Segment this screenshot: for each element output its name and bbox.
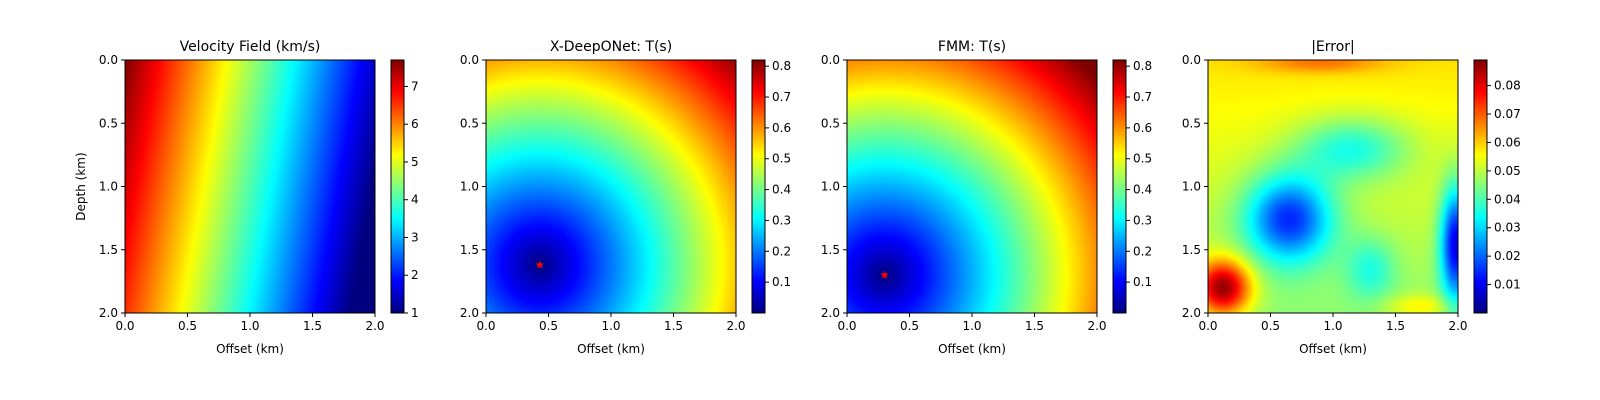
x-axis-label: Offset (km) bbox=[1299, 342, 1367, 356]
colorbar-tick-label: 0.3 bbox=[1133, 213, 1152, 227]
x-tick-label: 1.5 bbox=[303, 319, 322, 333]
colorbar bbox=[1473, 59, 1488, 314]
x-tick-label: 1.0 bbox=[240, 319, 259, 333]
colorbar-tick-label: 0.7 bbox=[1133, 90, 1152, 104]
heatmap-image bbox=[486, 60, 736, 313]
panel-3: FMM: T(s)0.0 0.5 1.0 1.5 2.00.00.51.01.52.0O… bbox=[821, 39, 1152, 356]
colorbar-tick-label: 0.01 bbox=[1494, 278, 1521, 292]
x-tick-label: 1.0 bbox=[601, 319, 620, 333]
x-tick-label: 2.0 bbox=[1448, 319, 1467, 333]
x-axis-label: Offset (km) bbox=[938, 342, 1006, 356]
x-axis-label: Offset (km) bbox=[216, 342, 284, 356]
x-tick-label: 1.5 bbox=[1386, 319, 1405, 333]
colorbar-tick-label: 4 bbox=[411, 193, 419, 207]
heatmap-image bbox=[125, 60, 375, 313]
y-tick-label: 2.0 bbox=[460, 306, 479, 320]
y-tick-label: 0.5 bbox=[460, 116, 479, 130]
x-tick-label: 0.0 bbox=[115, 319, 134, 333]
colorbar-tick-label: 0.1 bbox=[1133, 275, 1152, 289]
heatmap-image bbox=[847, 60, 1097, 313]
colorbar-tick-label: 0.3 bbox=[772, 213, 791, 227]
x-tick-label: 2.0 bbox=[726, 319, 745, 333]
colorbar-tick-label: 0.8 bbox=[1133, 59, 1152, 73]
plot-title: FMM: T(s) bbox=[938, 39, 1006, 55]
colorbar-tick-label: 0.06 bbox=[1494, 135, 1521, 149]
y-tick-label: 1.0 bbox=[821, 180, 840, 194]
x-axis-label: Offset (km) bbox=[577, 342, 645, 356]
colorbar-tick-label: 3 bbox=[411, 230, 419, 244]
colorbar bbox=[390, 59, 405, 314]
colorbar-tick-label: 0.07 bbox=[1494, 107, 1521, 121]
colorbar-tick-label: 0.7 bbox=[772, 90, 791, 104]
colorbar-tick-label: 0.08 bbox=[1494, 79, 1521, 93]
y-tick-label: 1.0 bbox=[460, 180, 479, 194]
colorbar-tick-label: 0.8 bbox=[772, 59, 791, 73]
plot-title: |Error| bbox=[1311, 39, 1355, 55]
source-star-marker bbox=[535, 260, 545, 269]
x-tick-label: 0.5 bbox=[1261, 319, 1280, 333]
x-tick-label: 0.5 bbox=[178, 319, 197, 333]
colorbar-tick-label: 0.2 bbox=[772, 244, 791, 258]
colorbar-tick-label: 2 bbox=[411, 268, 419, 282]
plot-title: Velocity Field (km/s) bbox=[180, 39, 321, 55]
y-tick-label: 1.0 bbox=[1182, 180, 1201, 194]
heatmap-image bbox=[1208, 60, 1458, 313]
y-tick-label: 2.0 bbox=[1182, 306, 1201, 320]
panel-2: X-DeepONet: T(s)0.0 0.5 1.0 1.5 2.00.00.51.0… bbox=[460, 39, 791, 356]
colorbar-tick-label: 0.4 bbox=[1133, 183, 1152, 197]
y-tick-label: 0.5 bbox=[99, 116, 118, 130]
y-tick-label: 1.5 bbox=[1182, 243, 1201, 257]
colorbar-tick-label: 0.5 bbox=[772, 152, 791, 166]
colorbar bbox=[1112, 59, 1127, 314]
y-tick-label: 0.5 bbox=[1182, 116, 1201, 130]
colorbar-tick-label: 7 bbox=[411, 79, 419, 93]
x-tick-label: 0.0 bbox=[837, 319, 856, 333]
y-tick-label: 2.0 bbox=[821, 306, 840, 320]
y-tick-label: 1.5 bbox=[460, 243, 479, 257]
source-star-marker bbox=[880, 270, 889, 279]
plot-title: X-DeepONet: T(s) bbox=[550, 39, 672, 55]
y-tick-label: 0.0 bbox=[99, 53, 118, 67]
y-axis-label: Depth (km) bbox=[74, 152, 88, 220]
colorbar-tick-label: 1 bbox=[411, 306, 419, 320]
colorbar-tick-label: 0.05 bbox=[1494, 164, 1521, 178]
x-tick-label: 2.0 bbox=[365, 319, 384, 333]
y-tick-label: 0.0 bbox=[821, 53, 840, 67]
colorbar-tick-label: 6 bbox=[411, 117, 419, 131]
colorbar-tick-label: 0.5 bbox=[1133, 152, 1152, 166]
colorbar bbox=[751, 59, 766, 314]
panel-4: |Error|0.0 0.5 1.0 1.5 2.00.00.51.01.52.0Off… bbox=[1182, 39, 1521, 356]
x-tick-label: 0.0 bbox=[476, 319, 495, 333]
x-tick-label: 0.5 bbox=[900, 319, 919, 333]
x-tick-label: 1.5 bbox=[664, 319, 683, 333]
y-tick-label: 2.0 bbox=[99, 306, 118, 320]
x-tick-label: 1.0 bbox=[1323, 319, 1342, 333]
colorbar-tick-label: 0.6 bbox=[1133, 121, 1152, 135]
x-tick-label: 0.5 bbox=[539, 319, 558, 333]
x-tick-label: 0.0 bbox=[1198, 319, 1217, 333]
colorbar-tick-label: 0.2 bbox=[1133, 244, 1152, 258]
colorbar-tick-label: 0.04 bbox=[1494, 192, 1521, 206]
colorbar-tick-label: 5 bbox=[411, 155, 419, 169]
x-tick-label: 1.5 bbox=[1025, 319, 1044, 333]
x-tick-label: 2.0 bbox=[1087, 319, 1106, 333]
y-tick-label: 0.0 bbox=[460, 53, 479, 67]
x-tick-label: 1.0 bbox=[962, 319, 981, 333]
colorbar-tick-label: 0.6 bbox=[772, 121, 791, 135]
colorbar-tick-label: 0.4 bbox=[772, 183, 791, 197]
panel-1: Velocity Field (km/s)0.0 0.5 1.0 1.5 2.00.00… bbox=[74, 39, 419, 356]
colorbar-tick-label: 0.1 bbox=[772, 275, 791, 289]
y-tick-label: 1.5 bbox=[821, 243, 840, 257]
colorbar-tick-label: 0.03 bbox=[1494, 221, 1521, 235]
y-tick-label: 1.0 bbox=[99, 180, 118, 194]
colorbar-tick-label: 0.02 bbox=[1494, 249, 1521, 263]
y-tick-label: 0.0 bbox=[1182, 53, 1201, 67]
y-tick-label: 1.5 bbox=[99, 243, 118, 257]
y-tick-label: 0.5 bbox=[821, 116, 840, 130]
